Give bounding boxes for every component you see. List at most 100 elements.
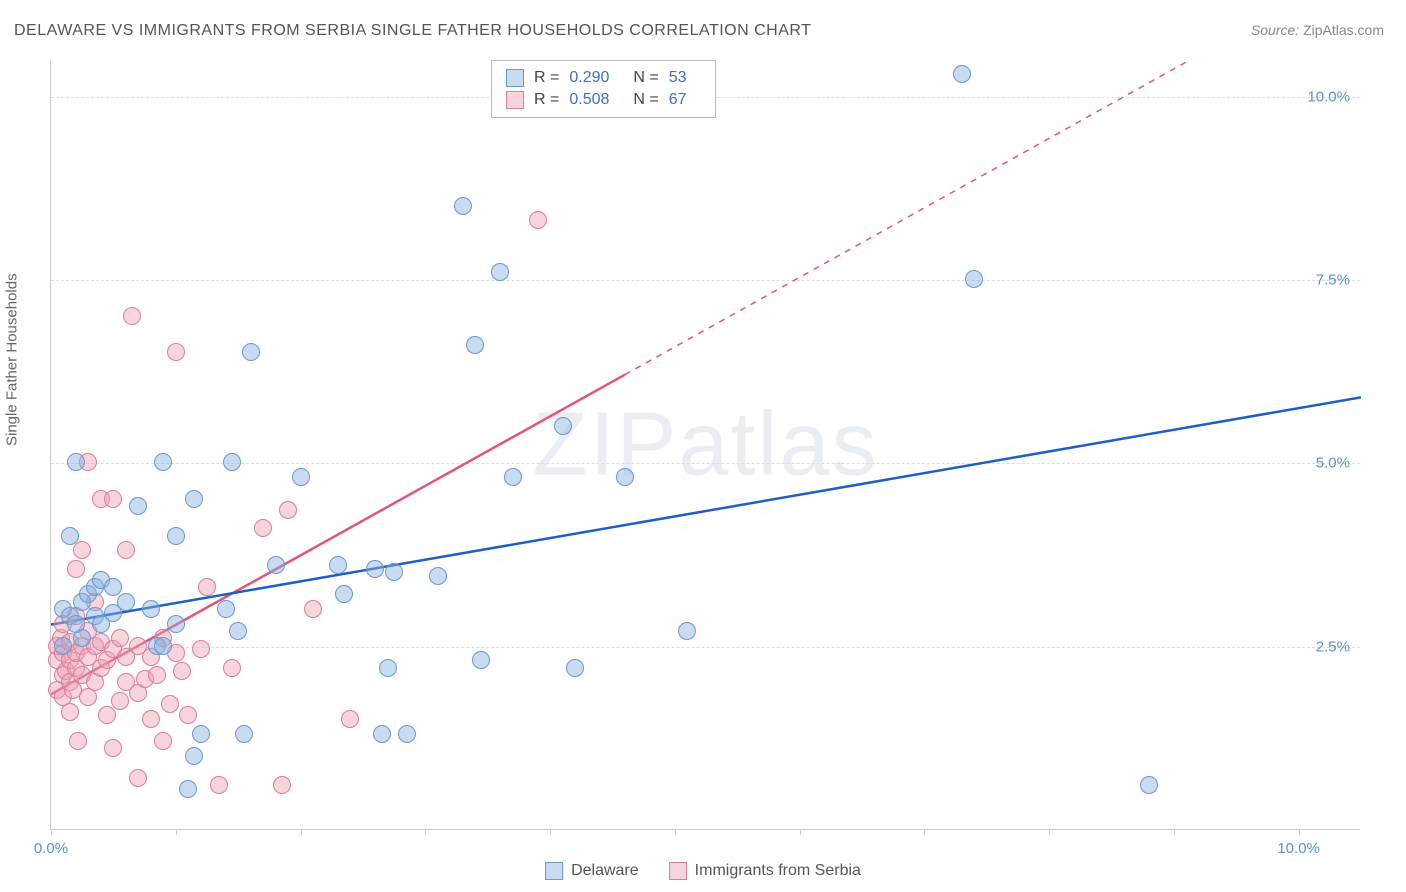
point-serbia: [161, 695, 179, 713]
point-serbia: [98, 706, 116, 724]
source-value: ZipAtlas.com: [1303, 22, 1384, 38]
x-tick: [550, 829, 551, 835]
point-serbia: [142, 710, 160, 728]
point-delaware: [67, 453, 85, 471]
legend-item-serbia: Immigrants from Serbia: [669, 862, 861, 880]
source-label: Source:: [1251, 22, 1299, 38]
point-delaware: [61, 527, 79, 545]
r-value-delaware: 0.290: [569, 69, 609, 87]
point-delaware: [73, 629, 91, 647]
point-serbia: [104, 490, 122, 508]
point-delaware: [566, 659, 584, 677]
gridline: [51, 463, 1360, 464]
point-delaware: [491, 263, 509, 281]
point-serbia: [254, 519, 272, 537]
point-delaware: [1140, 776, 1158, 794]
point-serbia: [69, 732, 87, 750]
swatch-delaware: [506, 69, 524, 87]
point-delaware: [217, 600, 235, 618]
point-delaware: [385, 563, 403, 581]
point-delaware: [185, 490, 203, 508]
point-serbia: [223, 659, 241, 677]
legend-item-delaware: Delaware: [545, 862, 639, 880]
point-serbia: [67, 560, 85, 578]
r-value-serbia: 0.508: [569, 91, 609, 109]
point-delaware: [292, 468, 310, 486]
x-tick: [301, 829, 302, 835]
point-delaware: [379, 659, 397, 677]
point-delaware: [167, 527, 185, 545]
x-tick: [1299, 829, 1300, 835]
n-value-serbia: 67: [669, 91, 687, 109]
point-delaware: [154, 637, 172, 655]
point-serbia: [173, 662, 191, 680]
x-tick: [800, 829, 801, 835]
y-tick-label: 7.5%: [1316, 272, 1350, 289]
point-serbia: [198, 578, 216, 596]
point-delaware: [335, 585, 353, 603]
point-serbia: [167, 343, 185, 361]
point-serbia: [529, 211, 547, 229]
r-label: R =: [534, 91, 559, 109]
point-delaware: [466, 336, 484, 354]
x-tick: [176, 829, 177, 835]
point-delaware: [167, 615, 185, 633]
plot-area: ZIPatlas 2.5%5.0%7.5%10.0% 0.0%10.0% R =…: [50, 60, 1360, 830]
point-serbia: [154, 732, 172, 750]
point-delaware: [398, 725, 416, 743]
swatch-delaware: [545, 862, 563, 880]
x-tick: [675, 829, 676, 835]
point-delaware: [366, 560, 384, 578]
point-serbia: [129, 769, 147, 787]
x-tick-label: 0.0%: [34, 840, 68, 857]
point-delaware: [429, 567, 447, 585]
point-serbia: [104, 739, 122, 757]
point-serbia: [179, 706, 197, 724]
x-tick: [51, 829, 52, 835]
point-delaware: [104, 578, 122, 596]
legend-label-delaware: Delaware: [571, 862, 639, 880]
point-delaware: [616, 468, 634, 486]
point-delaware: [192, 725, 210, 743]
point-serbia: [73, 541, 91, 559]
point-delaware: [142, 600, 160, 618]
r-label: R =: [534, 69, 559, 87]
point-delaware: [179, 780, 197, 798]
legend-label-serbia: Immigrants from Serbia: [695, 862, 861, 880]
point-delaware: [329, 556, 347, 574]
x-tick-label: 10.0%: [1277, 840, 1320, 857]
point-serbia: [192, 640, 210, 658]
y-axis-label: Single Father Households: [4, 273, 21, 446]
point-delaware: [554, 417, 572, 435]
point-delaware: [678, 622, 696, 640]
point-delaware: [454, 197, 472, 215]
n-label: N =: [633, 91, 658, 109]
source-attribution: Source: ZipAtlas.com: [1251, 22, 1384, 38]
swatch-serbia: [669, 862, 687, 880]
point-delaware: [242, 343, 260, 361]
point-delaware: [373, 725, 391, 743]
watermark: ZIPatlas: [532, 393, 878, 496]
gridline: [51, 647, 1360, 648]
y-tick-label: 2.5%: [1316, 638, 1350, 655]
point-delaware: [129, 497, 147, 515]
point-serbia: [210, 776, 228, 794]
stats-row-serbia: R = 0.508 N = 67: [506, 89, 701, 111]
point-delaware: [117, 593, 135, 611]
point-serbia: [111, 692, 129, 710]
point-delaware: [953, 65, 971, 83]
gridline: [51, 280, 1360, 281]
stats-legend: R = 0.290 N = 53 R = 0.508 N = 67: [491, 60, 716, 118]
y-tick-label: 5.0%: [1316, 455, 1350, 472]
y-tick-label: 10.0%: [1307, 88, 1350, 105]
swatch-serbia: [506, 91, 524, 109]
x-tick: [1049, 829, 1050, 835]
point-delaware: [472, 651, 490, 669]
point-serbia: [117, 541, 135, 559]
point-serbia: [148, 666, 166, 684]
point-delaware: [965, 270, 983, 288]
x-tick: [1174, 829, 1175, 835]
point-serbia: [61, 703, 79, 721]
point-serbia: [279, 501, 297, 519]
x-tick: [924, 829, 925, 835]
